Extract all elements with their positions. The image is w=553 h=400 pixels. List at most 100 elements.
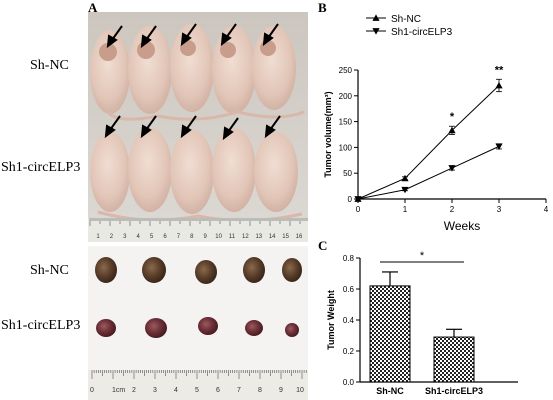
y-tick-label: 150 — [339, 118, 353, 127]
mouse — [128, 128, 172, 212]
tumor-weight-bar-chart: 0.0 0.2 0.4 0.6 0.8 Tumor Weight Sh-NC Sh1-circ… — [326, 250, 518, 396]
ruler-tick-label: 7 — [237, 387, 241, 394]
x-tick-label: Sh1-circELP3 — [425, 386, 483, 396]
tumor-bump — [180, 40, 196, 56]
ruler-2 — [88, 370, 308, 400]
ruler-tick-label: 16 — [296, 234, 303, 240]
y-tick-label: 100 — [339, 143, 353, 152]
y-axis-title: Tumor Weight — [326, 290, 336, 350]
ruler-tick-label: 6 — [216, 387, 220, 394]
tumor — [142, 257, 166, 283]
ruler-tick-label: 2 — [110, 234, 114, 240]
bar-1 — [369, 285, 411, 383]
y-tick-label: 0.6 — [343, 285, 355, 294]
panel-a-letter: A — [88, 0, 98, 15]
tumor-row-top — [95, 257, 302, 284]
ruler-tick-label: 9 — [279, 387, 283, 394]
legend-marker — [372, 14, 380, 21]
mice-label-sh1-circelp3: Sh1-circELP3 — [1, 160, 81, 175]
data-point-series-1 — [448, 126, 456, 134]
legend-marker — [372, 28, 380, 35]
ruler-tick-label: 8 — [258, 387, 262, 394]
bar-2 — [433, 336, 475, 383]
mice-photo: 1 2 3 4 5 6 7 8 9 10 11 12 13 14 15 16 0 2 3 4 5 6 7 8 9 10 1cm — [88, 12, 308, 400]
series-line-1 — [357, 85, 500, 200]
data-point-series-1 — [401, 174, 409, 182]
legend-label: Sh1-circELP3 — [391, 27, 453, 38]
tumor — [195, 260, 217, 284]
series-line-2 — [357, 145, 500, 200]
tumor-row-bottom — [96, 317, 299, 338]
x-tick-label: 4 — [544, 205, 549, 214]
ruler-tick-label: 0 — [90, 387, 94, 394]
mice-label-sh-nc: Sh-NC — [30, 58, 69, 73]
ruler-1 — [88, 218, 308, 242]
tumor — [282, 258, 302, 282]
tumor-bump — [99, 43, 117, 61]
y-axis-title: Tumor volume(mm³) — [323, 91, 333, 177]
mouse — [90, 132, 130, 212]
y-tick-label: 0.2 — [343, 347, 355, 356]
tumor-volume-line-chart: 0 50 100 150 200 250 0 1 2 3 4 Weeks Tumor volume(mm… — [323, 14, 549, 233]
x-tick-label: 0 — [356, 205, 361, 214]
mouse — [254, 132, 298, 212]
ruler-tick-label: 14 — [269, 234, 276, 240]
ruler-tick-label: 2 — [132, 387, 136, 394]
ruler-tick-label: 4 — [137, 234, 141, 240]
significance-marker: ** — [495, 64, 504, 76]
mouse — [170, 130, 214, 214]
y-tick-label: 0 — [348, 195, 353, 204]
ruler-tick-label: 12 — [242, 234, 249, 240]
significance-marker: * — [450, 111, 455, 123]
tumor — [96, 319, 116, 337]
ruler-2-ticks: 0 2 3 4 5 6 7 8 9 10 — [90, 370, 307, 394]
data-point-series-2 — [401, 186, 409, 194]
mouse-row-top — [90, 24, 305, 121]
tumor-bump — [220, 42, 236, 58]
ruler-1-ticks: 1 2 3 4 5 6 7 8 9 10 11 12 13 14 15 16 — [89, 218, 308, 240]
data-point-series-2 — [448, 165, 456, 172]
tumor — [243, 257, 265, 283]
mouse-tails — [106, 110, 305, 121]
ruler-tick-label: 9 — [204, 234, 208, 240]
data-point-series-2 — [495, 143, 503, 150]
legend-label: Sh-NC — [391, 14, 421, 25]
ruler-tick-label: 13 — [255, 234, 262, 240]
mouse — [212, 26, 256, 114]
tumor-label-sh-nc: Sh-NC — [30, 263, 69, 278]
y-tick-label: 0.0 — [343, 378, 355, 387]
x-tick-label: 2 — [450, 205, 455, 214]
ruler-tick-label: 10 — [296, 387, 304, 394]
ruler-tick-label: 8 — [190, 234, 194, 240]
y-tick-label: 250 — [339, 66, 353, 75]
data-point-series-1 — [495, 81, 503, 89]
tumor — [145, 318, 167, 338]
ruler-tick-label: 1 — [96, 234, 100, 240]
data-point-series-2 — [354, 196, 362, 203]
x-tick-label: 1 — [403, 205, 408, 214]
x-axis-title: Weeks — [444, 219, 480, 233]
tumor-label-sh1-circelp3: Sh1-circELP3 — [1, 318, 81, 333]
arrows-top — [106, 23, 279, 49]
ruler-tick-label: 3 — [153, 387, 157, 394]
ruler-tick-label: 3 — [123, 234, 127, 240]
y-tick-label: 0.8 — [343, 254, 355, 263]
mouse — [252, 26, 296, 110]
tumor — [245, 320, 263, 336]
panel-divider — [88, 242, 308, 246]
ruler-tick-label: 11 — [229, 234, 236, 240]
ruler-tick-label: 10 — [215, 234, 222, 240]
tumor — [198, 317, 218, 335]
y-tick-label: 50 — [343, 169, 352, 178]
tumor — [95, 257, 117, 283]
ruler-tick-label: 5 — [150, 234, 154, 240]
y-tick-label: 0.4 — [343, 316, 355, 325]
ruler-2-unit: 1cm — [112, 387, 125, 394]
x-tick-label: 3 — [497, 205, 502, 214]
x-tick-label: Sh-NC — [376, 386, 404, 396]
significance-marker: * — [420, 250, 425, 262]
ruler-tick-label: 7 — [177, 234, 181, 240]
tumor-bump — [260, 40, 276, 56]
ruler-tick-label: 6 — [163, 234, 167, 240]
tumor — [285, 323, 299, 337]
